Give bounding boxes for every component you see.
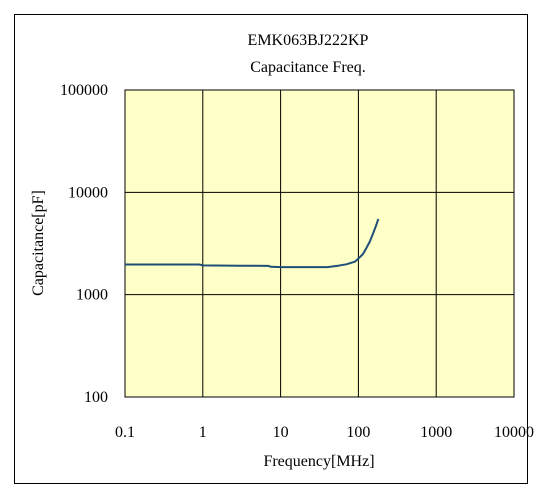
chart-subtitle: Capacitance Freq. [250,59,366,76]
y-tick-label: 10000 [68,184,108,201]
y-axis-label: Capacitance[pF] [30,190,47,296]
y-tick-label: 1000 [76,287,108,304]
x-tick-labels: 0.1 1 10 100 1000 10000 [115,424,534,441]
x-tick-label: 100 [346,424,370,441]
y-tick-label: 100000 [60,82,108,99]
x-axis-label: Frequency[MHz] [263,453,374,470]
y-tick-labels: 100 1000 10000 100000 [60,82,108,406]
x-tick-label: 1000 [420,424,452,441]
chart-title: EMK063BJ222KP [248,32,369,49]
y-tick-label: 100 [84,389,108,406]
x-tick-label: 1 [199,424,207,441]
x-tick-label: 10 [273,424,289,441]
x-tick-label: 0.1 [115,424,135,441]
x-tick-label: 10000 [494,424,534,441]
plot-area [125,90,514,397]
